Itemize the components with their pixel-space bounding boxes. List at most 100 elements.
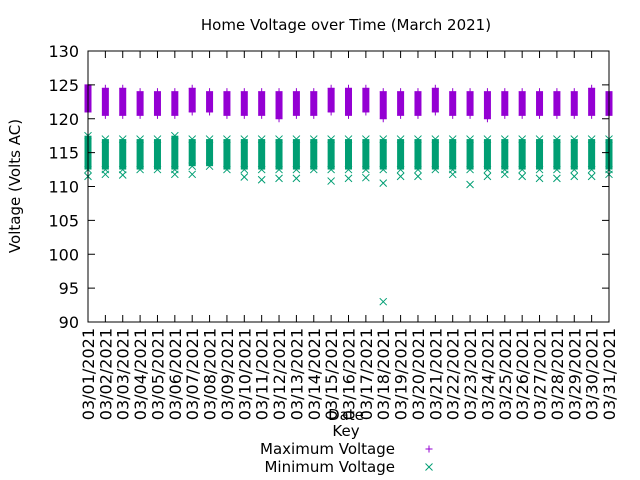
data-point-band [327,135,335,174]
y-tick-label: 105 [48,211,79,230]
x-tick-label: 03/22/2021 [444,328,463,420]
data-point-band [101,135,110,174]
x-tick: 03/14/2021 [305,51,324,420]
data-point-band [309,135,318,174]
x-tick: 03/05/2021 [148,51,167,420]
legend-marker-max-voltage [425,445,433,453]
x-tick-label: 03/05/2021 [148,328,167,420]
data-point [257,175,266,184]
data-point [101,170,110,179]
y-tick: 130 [48,42,609,61]
data-point [518,172,527,181]
data-point [483,172,492,181]
data-point-band [518,88,526,119]
x-tick-label: 03/14/2021 [305,328,324,420]
x-tick-label: 03/15/2021 [322,328,341,420]
data-point-band [153,88,161,119]
data-point-band [431,135,440,174]
data-point-band [223,135,231,174]
data-point-band [379,88,387,123]
data-point [292,174,301,183]
x-tick: 03/02/2021 [96,51,115,420]
data-point-band [397,88,405,119]
x-tick: 03/25/2021 [496,51,515,420]
x-axis: 03/01/202103/02/202103/03/202103/04/2021… [79,51,619,420]
data-point-band [500,135,509,174]
data-point-band [136,135,144,174]
data-point [396,172,405,181]
data-point-band [501,88,509,119]
data-point-band [292,88,300,119]
data-point-band [466,88,474,119]
data-point-band [431,84,439,116]
x-tick-label: 03/06/2021 [166,328,185,420]
legend-title: Key [332,422,359,440]
x-tick-label: 03/26/2021 [513,328,532,420]
y-tick: 95 [59,279,609,298]
data-point-band [414,135,422,174]
data-point-band [136,88,144,119]
x-tick-label: 03/04/2021 [131,328,150,420]
data-point-band [448,135,457,174]
y-tick-label: 95 [59,279,79,298]
y-tick-label: 130 [48,42,79,61]
x-tick: 03/17/2021 [357,51,376,420]
data-point [344,174,353,183]
x-tick: 03/26/2021 [513,51,532,420]
y-tick-label: 110 [48,178,79,197]
data-point [500,170,509,179]
x-tick: 03/24/2021 [478,51,497,420]
x-tick: 03/21/2021 [426,51,445,420]
x-tick-label: 03/12/2021 [270,328,289,420]
x-tick: 03/31/2021 [600,51,619,420]
x-tick-label: 03/24/2021 [478,328,497,420]
y-tick: 110 [48,178,609,197]
data-point [466,180,474,189]
data-point [379,179,388,187]
legend-label-min: Minimum Voltage [264,458,395,476]
x-tick: 03/13/2021 [287,51,306,420]
x-tick: 03/08/2021 [201,51,220,420]
data-point [275,174,283,183]
data-point [570,172,579,181]
y-tick: 115 [48,144,609,163]
data-point-band [466,135,474,174]
data-point-band [362,135,370,174]
data-point-band [536,88,544,119]
x-tick-label: 03/10/2021 [235,328,254,420]
data-point [379,297,388,306]
data-point-band [327,84,335,116]
data-point [587,172,596,181]
legend: Key Maximum Voltage Minimum Voltage [260,422,433,476]
x-tick: 03/11/2021 [253,51,272,420]
data-point-band [379,135,388,174]
data-point-band [518,135,527,174]
x-tick-label: 03/25/2021 [496,328,515,420]
x-tick-label: 03/19/2021 [392,328,411,420]
x-tick: 03/22/2021 [444,51,463,420]
data-point-band [188,135,197,171]
x-tick: 03/29/2021 [565,51,584,420]
x-tick: 03/18/2021 [374,51,393,420]
y-tick-label: 120 [48,110,79,129]
data-point-band [570,88,578,119]
x-tick: 03/19/2021 [392,51,411,420]
data-point [535,174,544,183]
x-tick: 03/06/2021 [166,51,185,420]
x-tick-label: 03/30/2021 [583,328,602,420]
data-point-band [206,88,214,116]
x-tick-label: 03/27/2021 [531,328,550,420]
x-tick: 03/30/2021 [583,51,602,420]
x-axis-label: Date [328,406,364,424]
data-point-band [483,88,491,123]
data-point [240,173,249,181]
y-axis-label: Voltage (Volts AC) [6,119,24,253]
y-axis: 90 95 100 105 110 115 120 125 130 [48,42,609,332]
data-point-band [153,135,162,174]
x-tick-label: 03/28/2021 [548,328,567,420]
data-point-band [310,88,318,119]
series-maximum-voltage [84,81,613,123]
x-tick-label: 03/29/2021 [565,328,584,420]
data-point [170,170,179,179]
